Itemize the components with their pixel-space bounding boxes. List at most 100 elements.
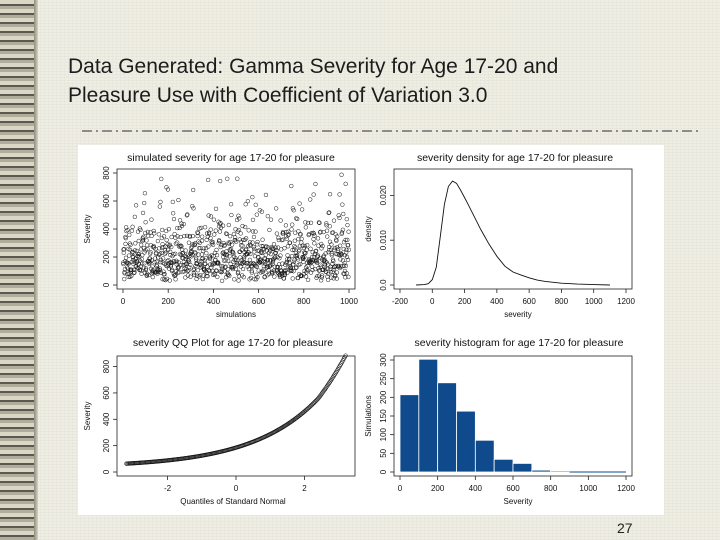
chart-3-point — [334, 369, 339, 375]
chart-1-point — [149, 233, 154, 239]
chart-1-point — [294, 265, 299, 270]
chart-1-point — [201, 248, 206, 254]
chart-1-point — [278, 218, 283, 223]
chart-1-point — [333, 251, 339, 257]
chart-1-point — [344, 217, 349, 222]
chart-1-point — [286, 232, 291, 237]
chart-1-point — [124, 265, 130, 270]
chart-1-point — [276, 235, 281, 240]
chart-1-point — [199, 264, 204, 269]
chart-1-point — [340, 227, 346, 232]
chart-1-point — [295, 252, 300, 258]
chart-1-point — [344, 254, 350, 260]
chart-1-point — [133, 264, 138, 269]
chart-1-point — [279, 271, 285, 276]
chart-1-point — [170, 199, 175, 205]
chart-1-point — [144, 243, 150, 248]
chart-1-point — [298, 262, 303, 267]
chart-1-point — [133, 241, 138, 246]
chart-1-point — [236, 278, 241, 283]
chart-1-point — [242, 260, 247, 266]
chart-1-point — [344, 250, 349, 255]
chart-1-point — [225, 267, 231, 272]
chart-1-point — [289, 253, 295, 259]
chart-1-point — [343, 275, 348, 280]
chart-1-point — [315, 273, 320, 279]
chart-1-point — [338, 264, 344, 269]
chart-1-point — [327, 239, 333, 244]
chart-1-point — [324, 223, 329, 228]
chart-1-ytick-label: 0 — [102, 282, 111, 287]
chart-1-point — [145, 247, 150, 252]
chart-1-point — [321, 267, 326, 272]
chart-4-ytick-label: 250 — [379, 371, 388, 385]
chart-1-point — [302, 243, 308, 249]
chart-1-point — [339, 172, 344, 177]
chart-1-point — [214, 253, 220, 258]
chart-1-point — [200, 276, 205, 282]
chart-1-point — [175, 234, 180, 239]
chart-1-point — [265, 257, 271, 263]
chart-1-point — [311, 192, 316, 197]
chart-1-point — [179, 221, 184, 226]
chart-1-point — [331, 218, 337, 223]
chart-1-point — [164, 185, 169, 190]
chart-4-xtick-label: 400 — [469, 484, 483, 493]
chart-1-point — [288, 265, 294, 271]
chart-1-point — [268, 251, 273, 257]
chart-1-point — [291, 247, 297, 252]
chart-1-point — [282, 272, 288, 278]
chart-1-point — [322, 264, 327, 269]
chart-1-point — [161, 234, 167, 239]
chart-1-point — [234, 257, 239, 263]
chart-1-point — [143, 230, 148, 236]
chart-1-point — [273, 245, 278, 250]
chart-1-point — [162, 251, 168, 257]
chart-1-point — [157, 266, 163, 271]
chart-1-point — [141, 265, 147, 270]
chart-1-point — [210, 268, 215, 273]
chart-1-point — [316, 243, 321, 248]
chart-4-bar — [399, 394, 420, 473]
chart-1-point — [304, 247, 309, 252]
chart-1-point — [282, 246, 287, 251]
chart-4-bar — [512, 463, 533, 473]
chart-1-point — [196, 274, 201, 279]
chart-1-point — [272, 264, 277, 269]
chart-2-xtick-label: 200 — [458, 297, 472, 306]
chart-1-point — [264, 244, 269, 250]
chart-1-point — [272, 274, 277, 279]
chart-1-point — [207, 268, 212, 274]
chart-1-point — [267, 258, 273, 263]
chart-1-point — [329, 251, 334, 256]
chart-1-point — [212, 232, 217, 237]
chart-1-point — [298, 273, 304, 278]
chart-1-point — [198, 225, 204, 231]
chart-1-point — [311, 231, 316, 236]
chart-1-point — [195, 233, 200, 239]
chart-1-point — [200, 256, 205, 262]
chart-1-point — [313, 181, 318, 187]
chart-2-xtick-label: 600 — [522, 297, 536, 306]
chart-1-point — [181, 221, 186, 227]
chart-1-point — [295, 275, 301, 281]
chart-1-point — [160, 242, 165, 247]
chart-1-point — [333, 263, 338, 268]
chart-1-point — [131, 250, 136, 255]
chart-1-ytick-label: 800 — [102, 166, 111, 180]
chart-1-point — [262, 274, 267, 279]
chart-1-point — [265, 273, 270, 278]
chart-1-point — [192, 242, 197, 248]
chart-1-point — [183, 275, 188, 280]
chart-1-point — [123, 241, 128, 247]
chart-1-point — [226, 272, 231, 277]
chart-1-point — [274, 206, 279, 211]
chart-1-point — [198, 265, 203, 270]
chart-1-point — [328, 270, 334, 275]
chart-1-point — [228, 261, 233, 267]
chart-1-point — [239, 261, 245, 267]
chart-4-xtick-label: 200 — [431, 484, 445, 493]
chart-1-point — [338, 257, 343, 262]
chart-1-point — [172, 273, 177, 278]
